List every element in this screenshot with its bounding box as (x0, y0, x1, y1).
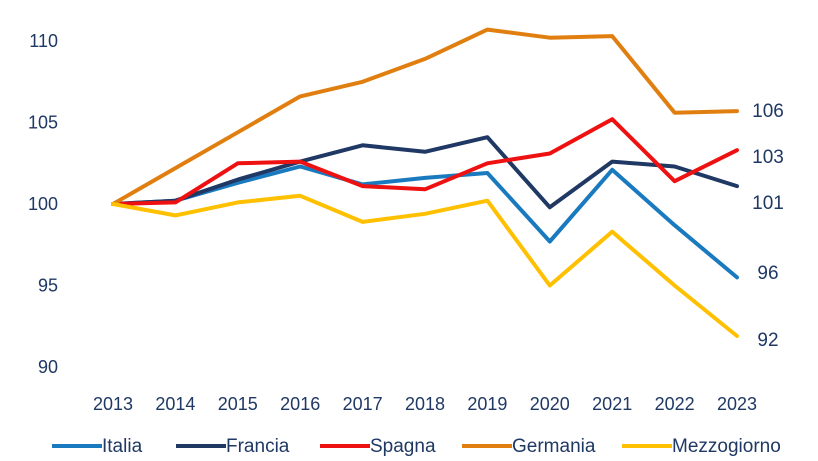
end-label-germania: 106 (752, 101, 784, 122)
series-lines (111, 27, 739, 338)
y-tick-label: 95 (38, 276, 58, 296)
x-tick-label: 2019 (467, 394, 507, 414)
x-axis-ticks: 2013 2014 2015 2016 2017 2018 2019 2020 2021 2022… (93, 394, 757, 414)
end-label-mezzogiorno: 92 (757, 330, 778, 351)
legend-label-mezzogiorno: Mezzogiorno (672, 436, 781, 457)
x-tick-label: 2017 (343, 394, 383, 414)
x-tick-label: 2013 (93, 394, 133, 414)
end-label-francia: 101 (752, 193, 784, 214)
x-tick-label: 2014 (155, 394, 195, 414)
y-tick-label: 90 (38, 357, 58, 377)
series-line-germania (111, 27, 739, 206)
y-tick-label: 100 (28, 194, 58, 214)
series-line-spagna (111, 117, 739, 206)
end-labels: 96 101 103 106 92 (752, 101, 784, 351)
series-line-francia (111, 135, 739, 210)
series-line-italia (111, 164, 739, 280)
x-tick-label: 2023 (717, 394, 757, 414)
end-label-italia: 96 (757, 263, 778, 284)
legend: Italia Francia Spagna Germania Mezzogiorno (52, 436, 781, 457)
x-tick-label: 2022 (655, 394, 695, 414)
x-tick-label: 2021 (592, 394, 632, 414)
series-line-mezzogiorno (111, 193, 739, 338)
legend-label-italia: Italia (102, 436, 143, 457)
y-tick-label: 105 (28, 113, 58, 133)
y-tick-label: 110 (29, 31, 58, 51)
end-label-spagna: 103 (752, 147, 784, 168)
x-tick-label: 2018 (405, 394, 445, 414)
legend-label-germania: Germania (512, 436, 596, 457)
legend-label-spagna: Spagna (370, 436, 436, 457)
y-axis-ticks: 110 105 100 95 90 (28, 31, 58, 377)
x-tick-label: 2015 (218, 394, 258, 414)
x-tick-label: 2020 (530, 394, 570, 414)
x-tick-label: 2016 (280, 394, 320, 414)
legend-label-francia: Francia (226, 436, 290, 457)
